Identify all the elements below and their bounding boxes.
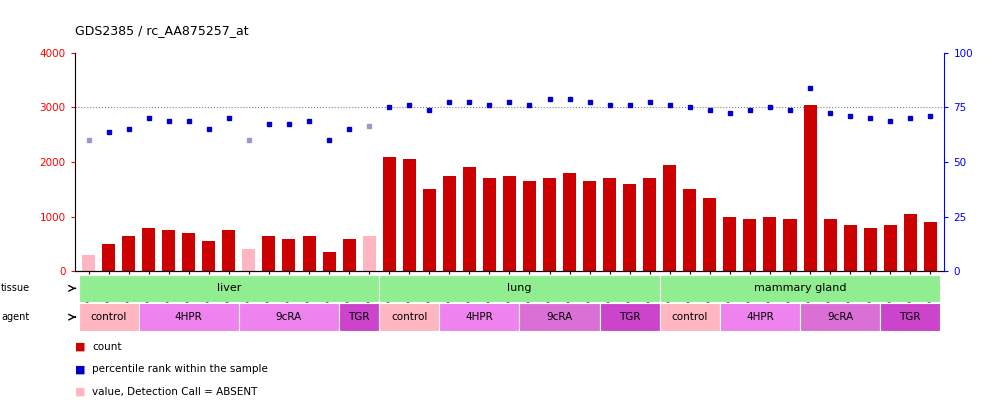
Text: 9cRA: 9cRA — [547, 312, 573, 322]
Bar — [403, 159, 415, 271]
Text: 4HPR: 4HPR — [465, 312, 493, 322]
Bar — [744, 220, 756, 271]
Text: 4HPR: 4HPR — [175, 312, 203, 322]
Bar — [203, 241, 216, 271]
Bar — [483, 178, 496, 271]
Bar — [343, 239, 356, 271]
Text: 4HPR: 4HPR — [746, 312, 773, 322]
Text: GDS2385 / rc_AA875257_at: GDS2385 / rc_AA875257_at — [75, 24, 248, 37]
Bar — [803, 104, 816, 271]
Bar — [663, 165, 676, 271]
Bar — [79, 275, 379, 302]
Bar — [302, 236, 315, 271]
Bar — [660, 303, 720, 331]
Bar — [563, 173, 577, 271]
Bar — [282, 239, 295, 271]
Bar — [442, 176, 456, 271]
Bar — [543, 178, 556, 271]
Bar — [523, 181, 536, 271]
Bar — [923, 222, 936, 271]
Bar — [142, 228, 155, 271]
Bar — [724, 217, 737, 271]
Text: ■: ■ — [75, 364, 85, 374]
Bar — [904, 214, 916, 271]
Text: TGR: TGR — [619, 312, 640, 322]
Bar — [223, 230, 236, 271]
Bar — [800, 303, 880, 331]
Text: control: control — [672, 312, 708, 322]
Bar — [463, 168, 476, 271]
Text: TGR: TGR — [900, 312, 921, 322]
Bar — [379, 303, 439, 331]
Bar — [503, 176, 516, 271]
Bar — [623, 184, 636, 271]
Bar — [363, 236, 376, 271]
Bar — [139, 303, 239, 331]
Bar — [239, 303, 339, 331]
Bar — [83, 255, 95, 271]
Text: agent: agent — [1, 312, 29, 322]
Text: ■: ■ — [75, 342, 85, 352]
Text: liver: liver — [217, 284, 242, 293]
Text: 9cRA: 9cRA — [276, 312, 302, 322]
Bar — [824, 220, 837, 271]
Bar — [583, 181, 596, 271]
Bar — [683, 189, 697, 271]
Bar — [643, 178, 656, 271]
Bar — [262, 236, 275, 271]
Text: percentile rank within the sample: percentile rank within the sample — [92, 364, 268, 374]
Bar — [520, 303, 599, 331]
Text: count: count — [92, 342, 122, 352]
Text: ■: ■ — [75, 387, 85, 396]
Text: control: control — [391, 312, 427, 322]
Bar — [383, 156, 396, 271]
Text: tissue: tissue — [1, 284, 30, 293]
Bar — [884, 225, 897, 271]
Bar — [339, 303, 379, 331]
Bar — [864, 228, 877, 271]
Text: mammary gland: mammary gland — [753, 284, 846, 293]
Bar — [844, 225, 857, 271]
Bar — [599, 303, 660, 331]
Bar — [102, 244, 115, 271]
Bar — [243, 249, 255, 271]
Bar — [122, 236, 135, 271]
Bar — [422, 189, 435, 271]
Text: TGR: TGR — [348, 312, 370, 322]
Bar — [763, 217, 776, 271]
Bar — [660, 275, 940, 302]
Bar — [783, 220, 796, 271]
Bar — [162, 230, 175, 271]
Bar — [182, 233, 195, 271]
Bar — [603, 178, 616, 271]
Bar — [79, 303, 139, 331]
Text: control: control — [90, 312, 127, 322]
Bar — [379, 275, 660, 302]
Bar — [322, 252, 336, 271]
Bar — [880, 303, 940, 331]
Bar — [704, 198, 717, 271]
Text: 9cRA: 9cRA — [827, 312, 853, 322]
Text: lung: lung — [507, 284, 532, 293]
Text: value, Detection Call = ABSENT: value, Detection Call = ABSENT — [92, 387, 257, 396]
Bar — [439, 303, 520, 331]
Bar — [720, 303, 800, 331]
